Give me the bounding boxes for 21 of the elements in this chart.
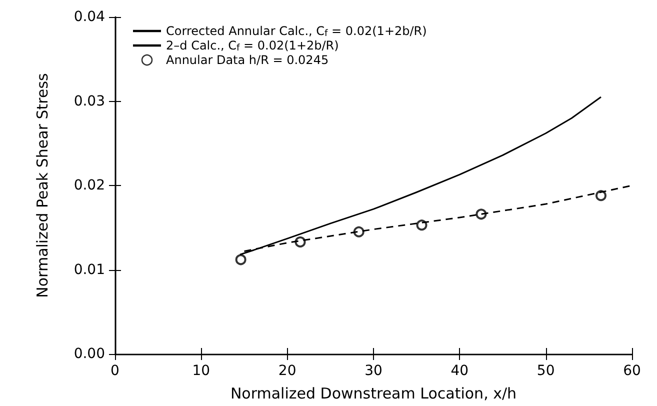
point (235, 254, 246, 266)
y-tick-label: 0.00 (74, 346, 105, 362)
point (595, 190, 606, 202)
point (353, 226, 364, 238)
y-tick-label: 0.03 (74, 93, 105, 110)
x-axis-title: Normalized Downstream Location, x/h (230, 384, 517, 402)
y-tick-label: 0.02 (74, 178, 105, 194)
y-axis-title: Normalized Peak Shear Stress (34, 72, 52, 298)
point (476, 208, 487, 220)
y-tick-label: 0.04 (74, 9, 106, 25)
point (416, 220, 428, 231)
y-tick-label: 0.01 (74, 262, 105, 278)
x-tick-label: 20 (278, 363, 296, 379)
x-tick-label: 60 (623, 363, 641, 379)
x-tick-label: 30 (364, 363, 382, 379)
point (294, 236, 306, 248)
x-tick-label: 0 (110, 363, 120, 379)
x-tick-label: 10 (192, 363, 210, 379)
x-tick-label: 50 (536, 363, 555, 379)
legend-label: Annular Data h/R = 0.0245 (166, 53, 329, 67)
x-tick-label: 40 (450, 363, 469, 379)
